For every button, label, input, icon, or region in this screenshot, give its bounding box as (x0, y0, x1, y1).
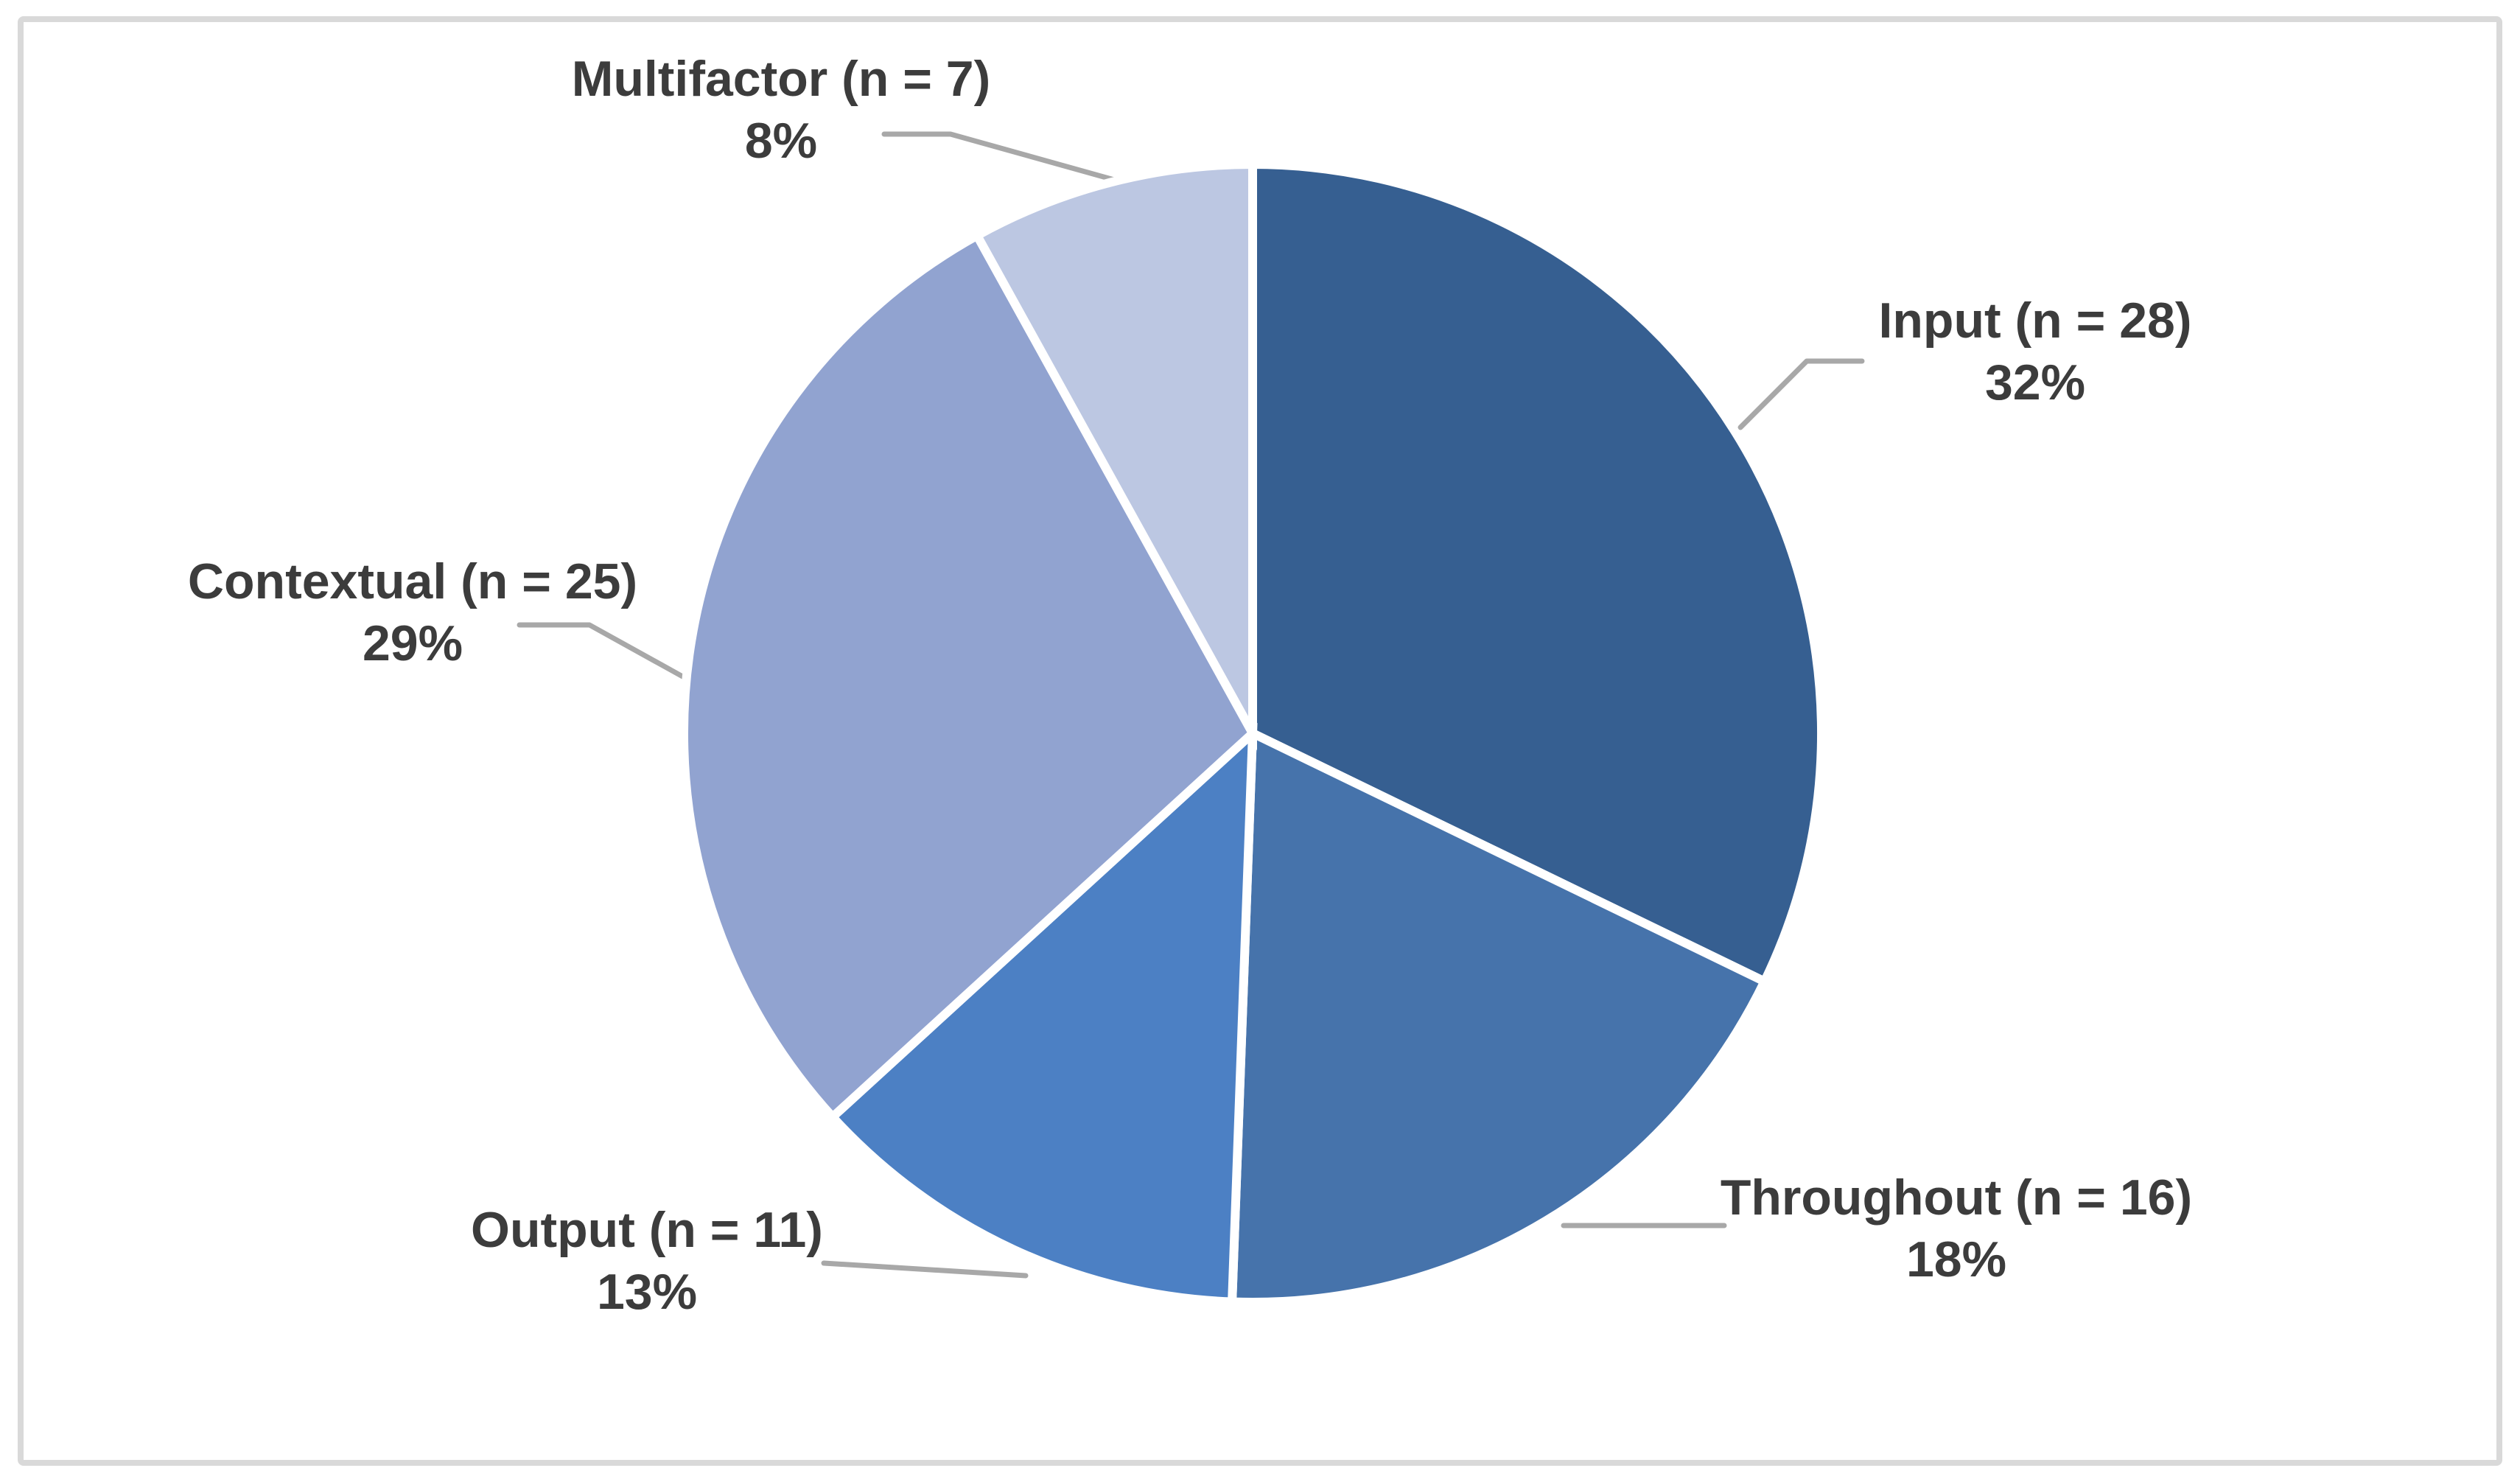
pie-slices (679, 159, 1827, 1307)
pie-slice-output (826, 722, 1258, 1307)
label-throughout: Throughout (n = 16) (1721, 1170, 2192, 1226)
pie-slice-input (1248, 159, 1827, 988)
pie-slice-throughout (1227, 726, 1771, 1307)
leader-line-multifactor (881, 131, 1117, 183)
label-output: Output (n = 11) (471, 1202, 823, 1258)
label-throughout-percent: 18% (1906, 1231, 2006, 1287)
label-input: Input (n = 28) (1879, 293, 2192, 349)
label-output-percent: 13% (597, 1264, 697, 1320)
figure-border-frame (18, 16, 2502, 1466)
label-contextual: Contextual (n = 25) (188, 553, 637, 609)
label-contextual-percent: 29% (363, 615, 463, 671)
pie-slice-contextual (679, 229, 1259, 1124)
pie-slice-multifactor (970, 159, 1257, 751)
leader-line-output (821, 1260, 1029, 1279)
label-input-percent: 32% (1985, 354, 2085, 410)
leader-line-input (1737, 358, 1865, 430)
label-multifactor: Multifactor (n = 7) (572, 51, 991, 107)
slice-labels: Input (n = 28) 32% Throughout (n = 16) 1… (188, 51, 2192, 1320)
label-multifactor-percent: 8% (745, 113, 817, 169)
leader-line-contextual (517, 622, 688, 681)
